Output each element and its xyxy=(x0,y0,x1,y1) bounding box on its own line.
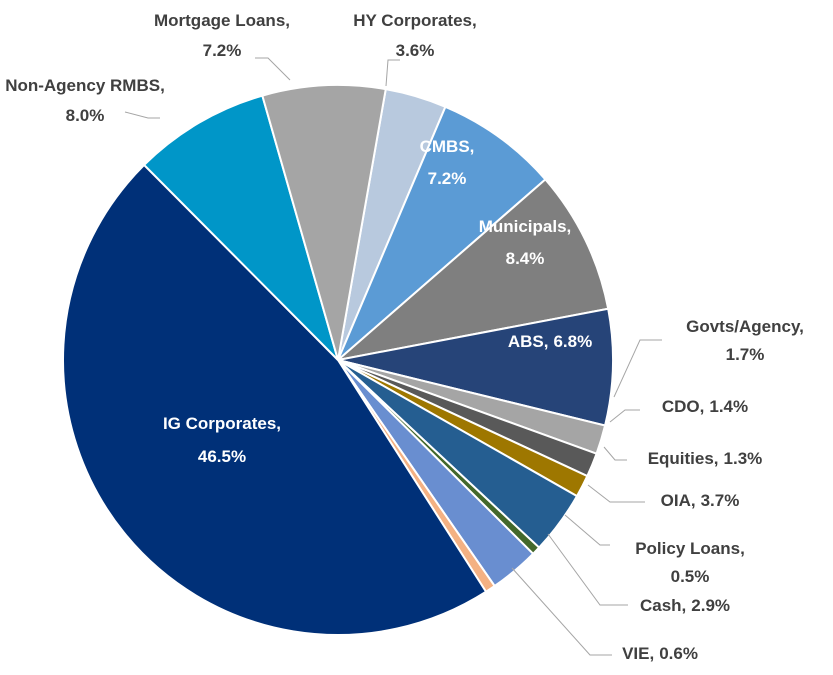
slice-value: 8.0% xyxy=(66,106,105,125)
slice-name: Mortgage Loans, xyxy=(154,11,290,30)
leader-line xyxy=(511,567,612,656)
slice-value: 0.6% xyxy=(659,644,698,663)
slice-name: Non-Agency RMBS, xyxy=(5,76,165,95)
slice-name: IG Corporates, xyxy=(163,414,281,433)
leader-line xyxy=(385,59,400,87)
leader-line xyxy=(547,533,628,606)
slice-value: 0.5% xyxy=(671,567,710,586)
slice-name: CDO, xyxy=(662,397,705,416)
slice-name: CMBS, xyxy=(420,137,475,156)
slice-label: OIA, 3.7% xyxy=(661,491,740,510)
slice-name: HY Corporates, xyxy=(353,11,476,30)
pie-slice xyxy=(142,94,339,361)
slice-value: 1.3% xyxy=(724,449,763,468)
slice-value: 8.4% xyxy=(506,249,545,268)
slice-name: Govts/Agency, xyxy=(686,317,804,336)
slice-label: Cash, 2.9% xyxy=(640,596,730,615)
slice-label: VIE, 0.6% xyxy=(622,644,698,663)
slice-label: Mortgage Loans, 7.2% xyxy=(154,11,290,60)
slice-name: Policy Loans, xyxy=(635,539,745,558)
leader-line xyxy=(564,514,610,546)
leader-line xyxy=(609,409,640,423)
slice-name: Equities, xyxy=(648,449,719,468)
slice-label: IG Corporates, 46.5% xyxy=(163,414,281,466)
pie-slice xyxy=(62,163,488,636)
slice-value: 3.6% xyxy=(396,41,435,60)
slice-value: 3.7% xyxy=(701,491,740,510)
slice-label: CDO, 1.4% xyxy=(662,397,748,416)
slice-label: CMBS, 7.2% xyxy=(420,137,475,188)
slice-name: VIE, xyxy=(622,644,654,663)
slice-value: 2.9% xyxy=(691,596,730,615)
slice-value: 1.4% xyxy=(709,397,748,416)
slice-value: 7.2% xyxy=(428,169,467,188)
leader-line xyxy=(603,446,627,461)
slice-label: Equities, 1.3% xyxy=(648,449,763,468)
leader-line xyxy=(124,111,160,119)
slice-label: Non-Agency RMBS, 8.0% xyxy=(5,76,165,125)
pie-slice xyxy=(337,105,547,361)
slice-label: Govts/Agency, 1.7% xyxy=(686,317,804,364)
slice-label: Municipals, 8.4% xyxy=(479,217,572,268)
slice-value: 1.7% xyxy=(726,345,765,364)
slice-name: Cash, xyxy=(640,596,686,615)
slice-name: ABS, xyxy=(508,332,549,351)
leader-line xyxy=(255,57,291,81)
slice-label: ABS, 6.8% xyxy=(508,332,592,351)
slice-label: Policy Loans, 0.5% xyxy=(635,539,745,586)
slice-value: 6.8% xyxy=(553,332,592,351)
slice-value: 46.5% xyxy=(198,447,246,466)
slice-name: Municipals, xyxy=(479,217,572,236)
pie-slice xyxy=(334,178,610,362)
pie-slice xyxy=(337,307,614,427)
slice-label: HY Corporates, 3.6% xyxy=(353,11,476,60)
slice-value: 7.2% xyxy=(203,41,242,60)
leader-line xyxy=(587,484,645,503)
leader-line xyxy=(613,339,662,398)
slice-name: OIA, xyxy=(661,491,696,510)
pie-slice xyxy=(261,84,387,361)
